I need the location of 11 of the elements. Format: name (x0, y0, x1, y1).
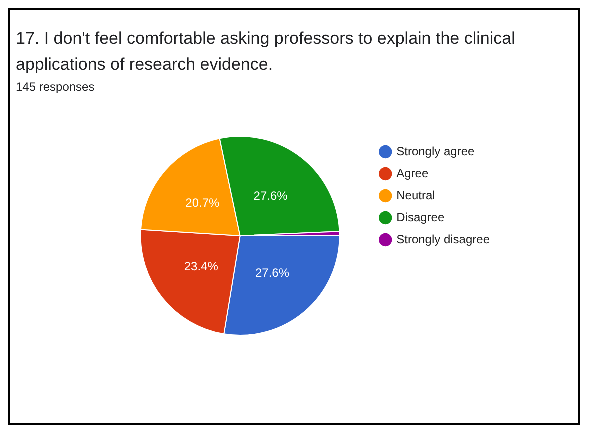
legend-label: Neutral (396, 188, 436, 202)
legend-label: Disagree (396, 210, 445, 224)
legend-label: Strongly agree (396, 144, 475, 158)
legend-label: Strongly disagree (396, 232, 490, 246)
data-label: 27.6% (254, 189, 288, 203)
legend-label: Agree (396, 166, 429, 180)
data-label: 27.6% (255, 266, 290, 280)
data-label: 23.4% (184, 259, 219, 274)
chart-subtitle: 145 responses (15, 79, 96, 96)
chart-title: 17. I don't feel comfortable asking professors to explain the clinical applications of research evidence. (15, 28, 516, 76)
data-label: 20.7% (186, 196, 220, 210)
